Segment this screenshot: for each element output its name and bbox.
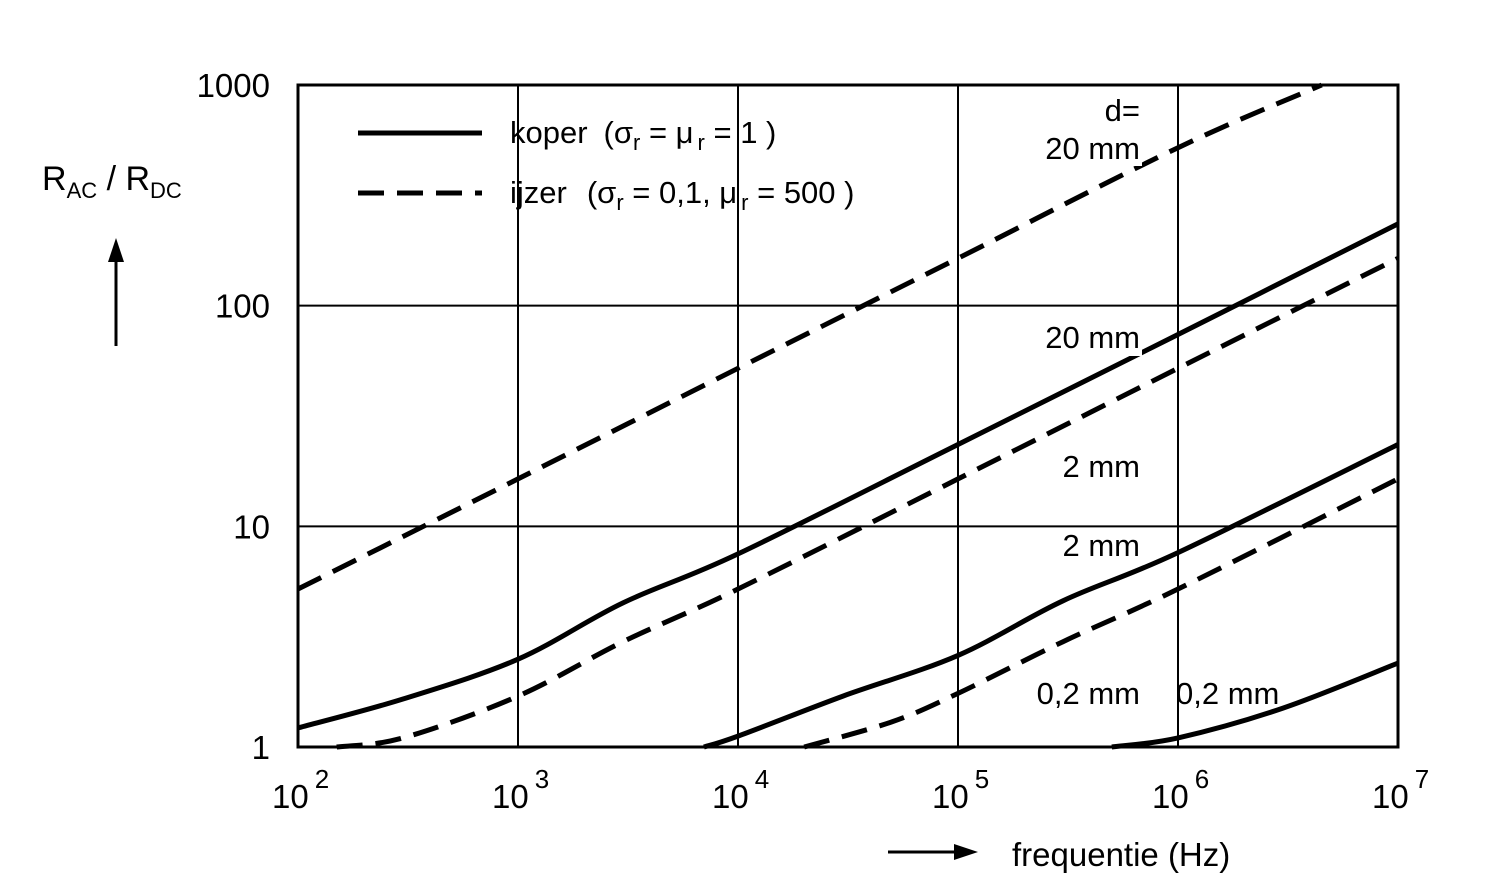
plot-frame bbox=[296, 83, 1400, 749]
x-tick-label: 10 3 bbox=[492, 764, 549, 815]
annotation-20mm-solid: 20 mm bbox=[1045, 320, 1140, 355]
y-tick-label: 100 bbox=[215, 288, 270, 325]
x-axis-label: frequentie (Hz) bbox=[1012, 836, 1230, 873]
annotation-02mm-solid: 0,2 mm bbox=[1176, 676, 1279, 711]
x-tick-label: 10 2 bbox=[272, 764, 329, 815]
y-tick-label: 10 bbox=[233, 508, 270, 545]
x-axis-arrow-icon bbox=[888, 844, 978, 860]
annotation-20mm-dashed: 20 mm bbox=[1045, 131, 1140, 166]
series-dashed-2mm bbox=[336, 256, 1400, 750]
axis-ticks: 10 2 10 3 10 4 10 5 10 6 10 7 1 10 100 1000 bbox=[197, 67, 1430, 815]
y-tick-label: 1000 bbox=[197, 67, 270, 104]
y-tick-label: 1 bbox=[252, 729, 270, 766]
annotation-d-header: d= bbox=[1105, 93, 1140, 128]
series-solid-02mm bbox=[1111, 660, 1399, 750]
series-layer bbox=[296, 82, 1400, 750]
curve-annotations: d= 20 mm 20 mm 2 mm 2 mm 0,2 mm 0,2 mm bbox=[1010, 92, 1279, 712]
annotation-02mm-dashed: 0,2 mm bbox=[1037, 676, 1140, 711]
annotation-2mm-dashed: 2 mm bbox=[1063, 449, 1141, 484]
annotation-bg bbox=[1090, 92, 1142, 124]
x-tick-label: 10 4 bbox=[712, 764, 769, 815]
series-solid-20mm bbox=[297, 221, 1400, 731]
series-solid-2mm bbox=[703, 442, 1400, 750]
annotation-bg bbox=[1040, 449, 1142, 485]
y-axis-label: RAC / RDC bbox=[42, 160, 182, 203]
x-tick-label: 10 5 bbox=[932, 764, 989, 815]
annotation-bg bbox=[1022, 320, 1142, 356]
series-dashed-02mm bbox=[803, 476, 1400, 750]
series-dashed-20mm bbox=[296, 82, 1323, 592]
x-tick-label: 10 7 bbox=[1372, 764, 1429, 815]
annotation-bg bbox=[1040, 528, 1142, 564]
y-axis-arrow-icon bbox=[108, 238, 124, 346]
annotation-2mm-solid: 2 mm bbox=[1063, 528, 1141, 563]
x-tick-label: 10 6 bbox=[1152, 764, 1209, 815]
annotation-bg bbox=[1022, 130, 1142, 166]
annotation-bg bbox=[1010, 676, 1142, 712]
